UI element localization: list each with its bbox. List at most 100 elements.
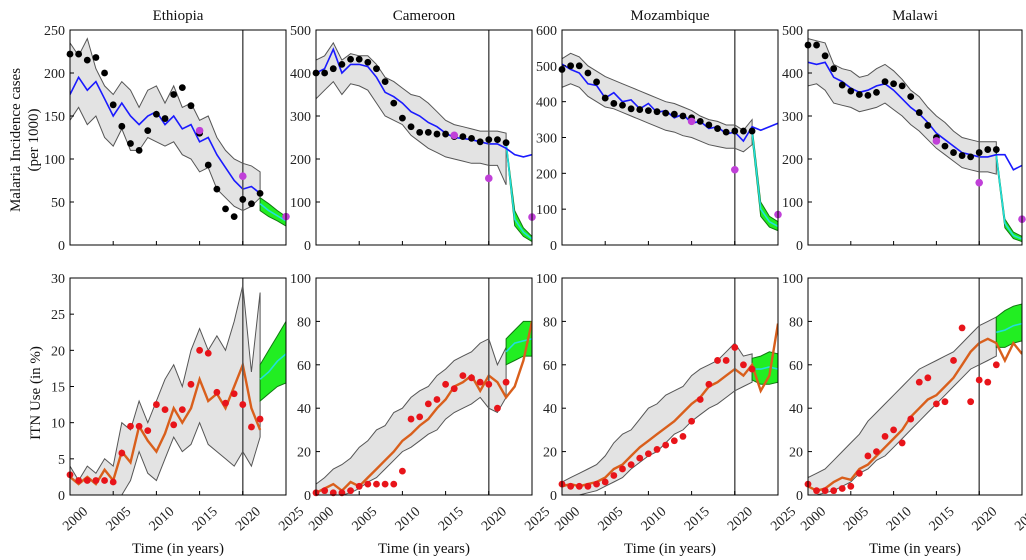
plot-area xyxy=(562,52,778,232)
observed-point xyxy=(390,480,398,488)
observed-point xyxy=(567,482,575,490)
observed-point xyxy=(256,190,264,197)
highlight-point xyxy=(195,126,204,135)
highlight-point xyxy=(239,172,247,180)
projection-band xyxy=(995,303,1022,348)
observed-point xyxy=(92,477,100,484)
observed-point xyxy=(118,122,126,130)
observed-point xyxy=(992,361,1000,369)
observed-point xyxy=(170,421,178,429)
y-tick-label: 0 xyxy=(796,239,803,254)
observed-point xyxy=(575,62,583,70)
observed-point xyxy=(476,138,484,146)
uncertainty-band xyxy=(808,316,997,495)
axes-box xyxy=(561,277,779,496)
y-tick-label: 300 xyxy=(782,110,803,125)
observed-point xyxy=(399,114,406,122)
y-tick-label: 400 xyxy=(536,96,557,111)
observed-point xyxy=(321,69,329,77)
y-tick-label: 5 xyxy=(58,453,65,468)
observed-point xyxy=(740,361,747,369)
observed-point xyxy=(705,121,713,129)
observed-point xyxy=(347,487,354,495)
uncertainty-band xyxy=(562,52,753,153)
observed-point xyxy=(907,93,915,101)
observed-point xyxy=(731,344,739,351)
observed-point xyxy=(731,127,739,135)
axes-box xyxy=(315,29,533,246)
panel-incidence-1: 0 100 200 300 400 500 Cameroon xyxy=(290,8,536,254)
x-tick-label: 2025 xyxy=(768,504,799,534)
observed-point xyxy=(92,54,100,61)
observed-point xyxy=(424,400,432,408)
x-tick-label: 2025 xyxy=(1012,504,1026,534)
observed-point xyxy=(424,128,432,136)
y-tick-label: 300 xyxy=(290,110,311,125)
projection-mean-line xyxy=(752,366,778,370)
x-tick-label: 2015 xyxy=(927,504,958,534)
observed-point xyxy=(442,380,449,388)
observed-point xyxy=(619,465,626,473)
y-tick-label: 100 xyxy=(44,153,65,168)
observed-point xyxy=(714,357,721,364)
observed-point xyxy=(459,133,467,141)
observed-point xyxy=(575,482,583,490)
observed-point xyxy=(898,82,906,90)
plot-area xyxy=(562,323,778,495)
plot-area xyxy=(70,37,286,227)
observed-point xyxy=(653,108,661,116)
uncertainty-band xyxy=(70,285,261,495)
observed-point xyxy=(847,482,855,490)
y-tick-label: 400 xyxy=(782,67,803,82)
observed-point xyxy=(645,107,652,115)
y-tick-label: 600 xyxy=(536,24,557,39)
observed-point xyxy=(890,80,897,88)
y-tick-label: 500 xyxy=(782,24,803,39)
observed-point xyxy=(204,349,212,357)
x-tick-label: 2025 xyxy=(276,504,307,534)
observed-point xyxy=(984,378,992,386)
observed-point xyxy=(933,400,940,408)
observed-point xyxy=(390,99,398,107)
x-tick-label: 2015 xyxy=(190,504,221,534)
observed-point xyxy=(321,487,329,495)
y-tick-label: 40 xyxy=(543,402,557,417)
observed-point xyxy=(230,390,238,398)
observed-point xyxy=(714,125,721,132)
observed-point xyxy=(75,50,83,58)
projection-mean-line xyxy=(996,322,1022,334)
observed-point xyxy=(144,127,152,135)
observed-point xyxy=(950,357,957,364)
observed-point xyxy=(584,482,592,490)
observed-point xyxy=(373,65,380,73)
observed-point xyxy=(127,140,134,147)
observed-point xyxy=(881,78,889,85)
projection-band xyxy=(259,196,286,227)
observed-point xyxy=(740,127,747,135)
observed-point xyxy=(619,101,626,109)
observed-point xyxy=(567,62,575,70)
y-tick-label: 60 xyxy=(297,359,311,374)
x-axis-label: Time (in years) xyxy=(624,541,716,557)
observed-point xyxy=(915,378,923,386)
observed-point xyxy=(494,404,501,412)
model-line xyxy=(316,321,532,494)
y-tick-label: 100 xyxy=(782,272,803,287)
observed-point xyxy=(468,134,475,142)
observed-point xyxy=(941,142,949,150)
observed-point xyxy=(830,487,838,495)
highlight-point xyxy=(687,117,696,126)
observed-point xyxy=(958,324,966,332)
top-ylabel-line-1: Malaria Incidence cases xyxy=(8,68,24,212)
y-tick-label: 80 xyxy=(543,315,557,330)
projection-mean-line xyxy=(995,155,1022,240)
observed-point xyxy=(662,109,670,117)
observed-point xyxy=(601,478,609,486)
observed-point xyxy=(450,385,458,393)
observed-point xyxy=(705,380,713,388)
model-line xyxy=(562,63,778,143)
model-line xyxy=(70,75,261,195)
y-tick-label: 60 xyxy=(789,359,803,374)
observed-point xyxy=(416,413,424,421)
x-tick-label: 2010 xyxy=(639,504,670,534)
